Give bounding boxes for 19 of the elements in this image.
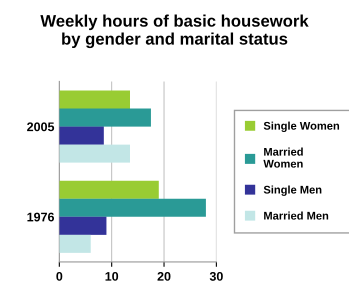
legend-label: Single Women	[264, 122, 340, 132]
bar	[59, 90, 130, 109]
bar	[59, 144, 130, 163]
x-tick-label: 0	[56, 272, 62, 281]
x-tick-label: 20	[158, 272, 170, 281]
x-tick-label: 30	[210, 272, 223, 281]
bar	[59, 234, 91, 253]
legend-label: Married Men	[264, 212, 328, 220]
y-tick-label: 1976	[27, 212, 54, 222]
chart-title: Weekly hours of basic housework by gender and marital status	[40, 14, 309, 48]
bar	[59, 126, 104, 145]
y-tick-label: 2005	[27, 122, 54, 132]
bar	[59, 180, 159, 199]
legend-label: Single Men	[264, 185, 322, 196]
x-tick-label: 10	[106, 272, 118, 281]
bar	[59, 216, 106, 235]
bar	[59, 198, 206, 217]
legend-label: Married Women	[263, 148, 303, 168]
bar	[59, 108, 151, 127]
